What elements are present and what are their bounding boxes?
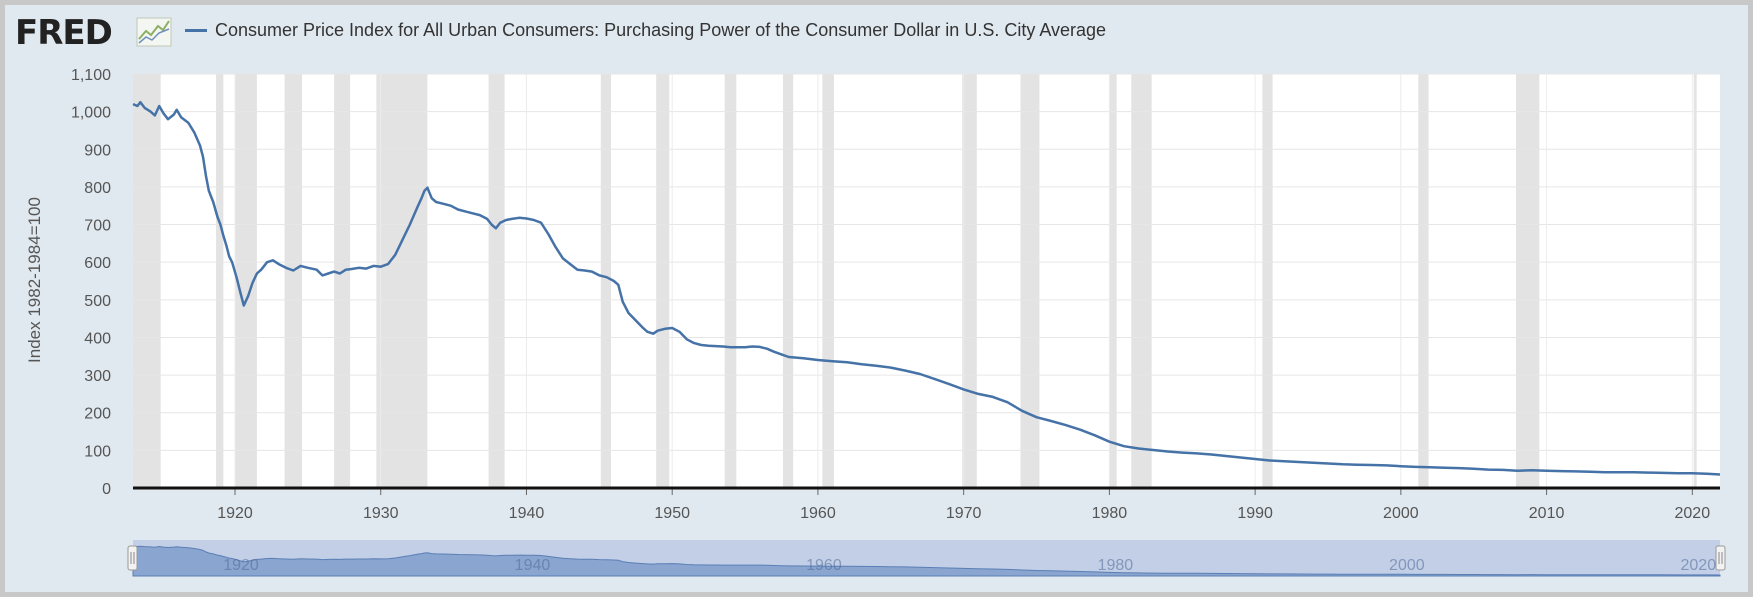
y-axis-label: Index 1982-1984=100 [25,197,44,363]
recession-bar [284,74,303,488]
y-tick-label: 1,100 [71,67,111,84]
navigator-labels: 1920 1940 1960 1980 2000 2020 [223,557,1716,574]
navigator-left-handle[interactable] [127,545,138,571]
fred-logo[interactable]: FRED [15,13,113,53]
series-line [132,100,1721,476]
recession-bar [822,74,834,488]
recession-bar [488,74,505,488]
navigator-label: 2020 [1681,557,1717,574]
x-axis-ticks: 1920 1930 1940 1950 1960 1970 1980 1990 2000 2010… [217,488,1710,522]
y-tick-label: 100 [84,443,111,460]
recession-bar [1262,74,1273,488]
y-tick-label: 300 [84,368,111,385]
chart-title: Consumer Price Index for All Urban Consu… [215,20,1107,40]
navigator-label: 1940 [515,557,551,574]
x-tick-label: 1950 [654,505,690,522]
plot-area [133,74,1720,488]
recession-shading [133,74,1697,488]
recession-bar [1693,74,1697,488]
legend-series-swatch [185,29,207,32]
x-tick-label: 2020 [1675,505,1711,522]
recession-bar [782,74,794,488]
y-axis-ticks: 0 100 200 300 400 500 600 700 800 900 1,000 1,100 [71,67,111,498]
fred-graph-icon [136,17,172,47]
x-tick-label: 1930 [363,505,399,522]
x-tick-label: 2010 [1529,505,1565,522]
recession-bar [216,74,224,488]
y-tick-label: 400 [84,330,111,347]
recession-bar [962,74,977,488]
recession-bar [334,74,351,488]
recession-bar [1131,74,1152,488]
y-tick-label: 200 [84,406,111,423]
recession-bar [724,74,737,488]
recession-bar [1109,74,1117,488]
recession-bar [1418,74,1429,488]
chart-header: FRED Consumer Price Index for All Urban … [5,5,1748,55]
navigator-area [132,545,1721,577]
navigator-label: 1920 [223,557,259,574]
y-tick-label: 500 [84,293,111,310]
y-tick-label: 600 [84,255,111,272]
x-tick-label: 1940 [509,505,545,522]
y-tick-label: 1,000 [71,105,111,122]
recession-bar [376,74,428,488]
navigator[interactable]: 1920 1940 1960 1980 2000 2020 [127,540,1726,577]
navigator-label: 1980 [1098,557,1134,574]
y-tick-label: 0 [102,481,111,498]
x-tick-label: 1960 [800,505,836,522]
x-tick-label: 1990 [1237,505,1273,522]
x-tick-label: 1970 [946,505,982,522]
y-tick-label: 900 [84,142,111,159]
navigator-label: 2000 [1389,557,1425,574]
recession-bar [1020,74,1040,488]
recession-bar [656,74,670,488]
x-tick-label: 1920 [217,505,253,522]
x-tick-label: 1980 [1092,505,1128,522]
recession-bar [1515,74,1540,488]
y-tick-label: 800 [84,180,111,197]
navigator-label: 1960 [806,557,842,574]
y-tick-label: 700 [84,218,111,235]
navigator-right-handle[interactable] [1715,545,1726,571]
recession-bar [235,74,257,488]
recession-bar [133,74,161,488]
recession-bar [600,74,611,488]
x-tick-label: 2000 [1383,505,1419,522]
